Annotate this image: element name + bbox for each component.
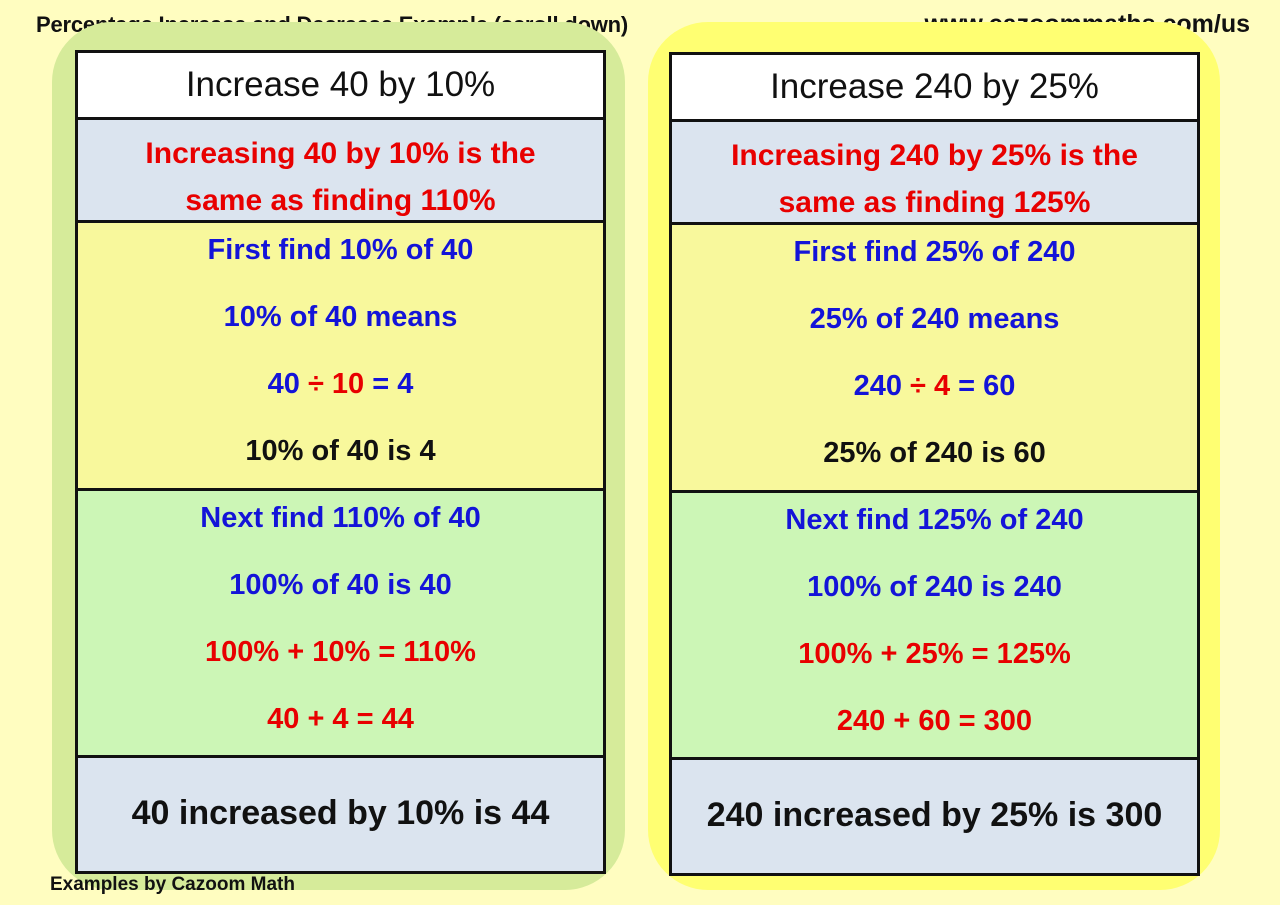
step-line: 40 + 4 = 44 bbox=[78, 692, 603, 759]
step-line: First find 10% of 40 bbox=[78, 223, 603, 290]
step-text: First find 25% of 240 bbox=[793, 236, 1076, 268]
step-text: 40 bbox=[267, 368, 308, 400]
step-text: 40 + 4 = 44 bbox=[267, 703, 414, 735]
intro-line-1: Increasing 240 by 25% is the bbox=[731, 139, 1138, 172]
intro: Increasing 240 by 25% is the same as fin… bbox=[672, 122, 1197, 225]
step-1-section: First find 10% of 40 10% of 40 means 40 ÷ … bbox=[78, 223, 603, 491]
step-text: 10% of 40 means bbox=[223, 301, 458, 333]
step-text: 100% + 10% = 110% bbox=[205, 636, 476, 668]
example-panel-2: Increase 240 by 25% Increasing 240 by 25… bbox=[669, 52, 1200, 876]
step-text: 240 + 60 = 300 bbox=[836, 705, 1033, 737]
step-text: First find 10% of 40 bbox=[207, 234, 474, 266]
step-text: 10% of 40 is 4 bbox=[245, 435, 436, 467]
step-line: 25% of 240 means bbox=[672, 292, 1197, 359]
step-line: 100% + 10% = 110% bbox=[78, 625, 603, 692]
step-text: = 4 bbox=[364, 368, 414, 400]
intro: Increasing 40 by 10% is the same as find… bbox=[78, 120, 603, 223]
intro-line-2: same as finding 125% bbox=[778, 186, 1091, 219]
step-text: Next find 125% of 240 bbox=[785, 504, 1084, 536]
step-1-section: First find 25% of 240 25% of 240 means 240… bbox=[672, 225, 1197, 493]
step-line: 100% + 25% = 125% bbox=[672, 627, 1197, 694]
step-text: ÷ 4 bbox=[910, 370, 951, 402]
example-panel-1: Increase 40 by 10% Increasing 40 by 10% … bbox=[75, 50, 606, 874]
step-text: 100% of 40 is 40 bbox=[229, 569, 452, 601]
intro-line-1: Increasing 40 by 10% is the bbox=[145, 137, 536, 170]
step-2-section: Next find 125% of 240 100% of 240 is 240 1… bbox=[672, 493, 1197, 760]
example-title: Increase 40 by 10% bbox=[78, 53, 603, 120]
step-line: 40 ÷ 10 = 4 bbox=[78, 357, 603, 424]
step-text: 100% of 240 is 240 bbox=[807, 571, 1062, 603]
step-text: 100% + 25% = 125% bbox=[798, 638, 1071, 670]
step-line: 240 + 60 = 300 bbox=[672, 694, 1197, 761]
footer-credit: Examples by Cazoom Math bbox=[50, 874, 295, 895]
step-text: ÷ 10 bbox=[307, 368, 365, 400]
step-line: 10% of 40 is 4 bbox=[78, 424, 603, 491]
step-line: Next find 110% of 40 bbox=[78, 491, 603, 558]
step-2-section: Next find 110% of 40 100% of 40 is 40 100%… bbox=[78, 491, 603, 758]
example-title: Increase 240 by 25% bbox=[672, 55, 1197, 122]
step-text: = 60 bbox=[950, 370, 1016, 402]
step-line: 240 ÷ 4 = 60 bbox=[672, 359, 1197, 426]
step-line: 100% of 240 is 240 bbox=[672, 560, 1197, 627]
step-line: 10% of 40 means bbox=[78, 290, 603, 357]
step-text: 240 bbox=[853, 370, 911, 402]
result: 40 increased by 10% is 44 bbox=[78, 758, 603, 871]
step-text: 25% of 240 means bbox=[809, 303, 1060, 335]
intro-line-2: same as finding 110% bbox=[185, 184, 496, 217]
result: 240 increased by 25% is 300 bbox=[672, 760, 1197, 873]
step-line: Next find 125% of 240 bbox=[672, 493, 1197, 560]
step-text: Next find 110% of 40 bbox=[200, 502, 481, 534]
step-text: 25% of 240 is 60 bbox=[823, 437, 1046, 469]
step-line: 100% of 40 is 40 bbox=[78, 558, 603, 625]
step-line: First find 25% of 240 bbox=[672, 225, 1197, 292]
step-line: 25% of 240 is 60 bbox=[672, 426, 1197, 493]
